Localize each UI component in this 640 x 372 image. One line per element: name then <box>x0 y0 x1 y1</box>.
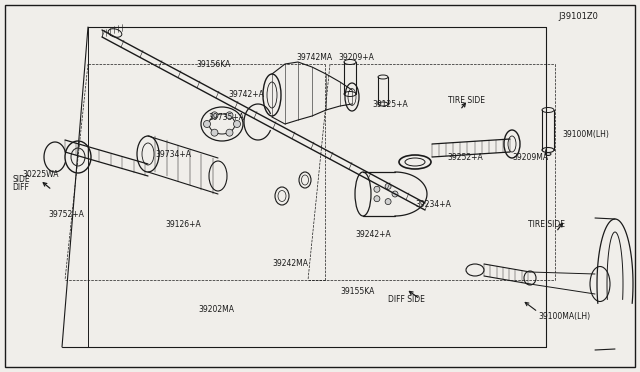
Circle shape <box>374 196 380 202</box>
Text: 39202MA: 39202MA <box>198 305 234 314</box>
Text: 39126+A: 39126+A <box>165 219 201 228</box>
Circle shape <box>204 121 211 128</box>
Circle shape <box>234 121 241 128</box>
Circle shape <box>226 112 233 119</box>
Text: 39242+A: 39242+A <box>355 230 391 238</box>
Text: 39155KA: 39155KA <box>340 288 374 296</box>
Text: 39742MA: 39742MA <box>296 52 332 61</box>
Text: DIFF: DIFF <box>12 183 29 192</box>
Circle shape <box>374 186 380 192</box>
Text: 39252+A: 39252+A <box>447 153 483 161</box>
Text: 39735+A: 39735+A <box>208 112 244 122</box>
Text: TIRE SIDE: TIRE SIDE <box>448 96 485 105</box>
Text: SIDE: SIDE <box>12 174 29 183</box>
Circle shape <box>385 199 391 205</box>
Circle shape <box>211 129 218 136</box>
Text: 39100M(LH): 39100M(LH) <box>562 129 609 138</box>
Text: 39156KA: 39156KA <box>196 60 230 68</box>
Text: 30225WA: 30225WA <box>22 170 58 179</box>
Text: 39209+A: 39209+A <box>338 52 374 61</box>
Text: J39101Z0: J39101Z0 <box>558 12 598 20</box>
Text: 39125+A: 39125+A <box>372 99 408 109</box>
Text: 39742+A: 39742+A <box>228 90 264 99</box>
Circle shape <box>211 112 218 119</box>
Text: 39752+A: 39752+A <box>48 209 84 218</box>
Text: 39234+A: 39234+A <box>415 199 451 208</box>
Circle shape <box>226 129 233 136</box>
Text: 39242MA: 39242MA <box>272 260 308 269</box>
Text: 39100MA(LH): 39100MA(LH) <box>538 312 590 321</box>
Text: 39209MA: 39209MA <box>512 153 548 161</box>
Text: DIFF SIDE: DIFF SIDE <box>388 295 425 304</box>
Text: TIRE SIDE: TIRE SIDE <box>528 219 565 228</box>
Text: 39734+A: 39734+A <box>155 150 191 158</box>
Circle shape <box>385 183 391 189</box>
Ellipse shape <box>545 153 551 155</box>
Circle shape <box>392 191 398 197</box>
